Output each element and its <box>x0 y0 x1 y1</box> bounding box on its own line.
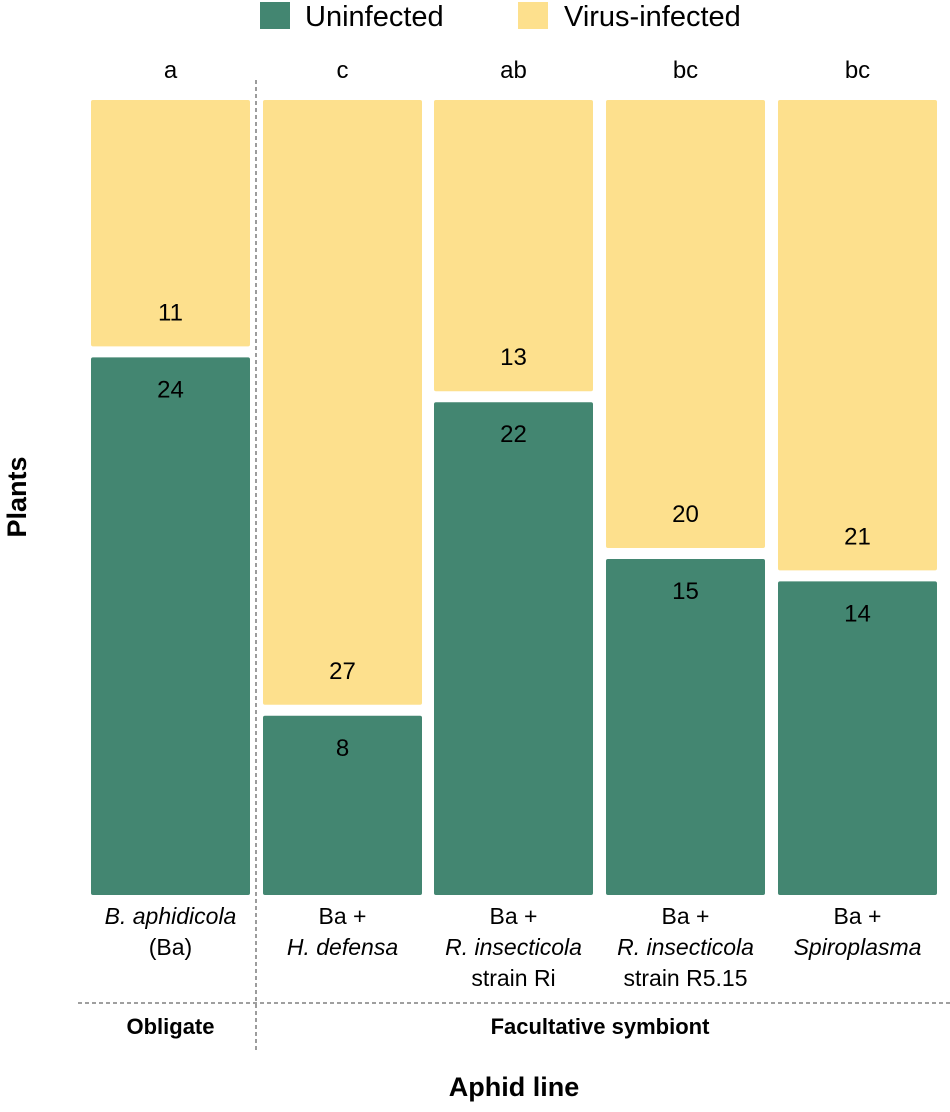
value-label-virus-infected-3: 20 <box>672 501 699 528</box>
y-axis-label: Plants <box>2 456 32 537</box>
value-label-uninfected-3: 15 <box>672 578 699 605</box>
value-label-virus-infected-4: 21 <box>844 523 871 550</box>
legend-swatch-1 <box>518 2 548 29</box>
category-label-2-line-0: Ba + <box>490 903 538 929</box>
category-label-3-line-2: strain R5.15 <box>623 965 747 991</box>
bar-uninfected-4 <box>778 581 937 895</box>
value-label-virus-infected-1: 27 <box>329 658 356 685</box>
value-label-virus-infected-0: 11 <box>158 299 183 326</box>
category-label-0-line-0: B. aphidicola <box>105 903 237 929</box>
labels: 11 24 a B. aphidicola (Ba) 27 8 c Ba + H. defensa… <box>105 57 922 1039</box>
value-label-uninfected-1: 8 <box>336 735 349 762</box>
category-label-3-line-0: Ba + <box>662 903 710 929</box>
category-label-4-line-1: Spiroplasma <box>794 934 922 960</box>
significance-letter-3: bc <box>673 57 698 84</box>
value-label-virus-infected-2: 13 <box>500 344 527 371</box>
value-label-uninfected-0: 24 <box>157 376 184 403</box>
category-label-1-line-1: H. defensa <box>287 934 398 960</box>
value-label-uninfected-4: 14 <box>844 600 871 627</box>
group-label-0: Obligate <box>126 1014 214 1039</box>
legend-swatch-0 <box>260 2 290 29</box>
bar-virus-infected-0 <box>91 100 250 347</box>
decorations <box>78 80 950 1050</box>
legend-label-1: Virus-infected <box>564 1 741 33</box>
bar-virus-infected-2 <box>434 100 593 392</box>
significance-letter-0: a <box>164 57 178 84</box>
significance-letter-1: c <box>337 57 349 84</box>
category-label-2-line-2: strain Ri <box>471 965 555 991</box>
category-label-2-line-1: R. insecticola <box>445 934 582 960</box>
bar-virus-infected-1 <box>263 100 422 705</box>
category-label-3-line-1: R. insecticola <box>617 934 754 960</box>
bar-uninfected-2 <box>434 402 593 895</box>
value-label-uninfected-2: 22 <box>500 421 527 448</box>
bar-uninfected-3 <box>606 559 765 895</box>
group-label-1: Facultative symbiont <box>491 1014 711 1039</box>
x-axis-label: Aphid line <box>449 1072 580 1102</box>
category-label-0-line-1: (Ba) <box>149 934 192 960</box>
significance-letter-2: ab <box>500 57 527 84</box>
category-label-1-line-0: Ba + <box>319 903 367 929</box>
significance-letter-4: bc <box>845 57 870 84</box>
legend: Uninfected Virus-infected <box>260 1 741 33</box>
bar-virus-infected-3 <box>606 100 765 548</box>
bar-uninfected-0 <box>91 357 250 895</box>
bar-virus-infected-4 <box>778 100 937 571</box>
legend-label-0: Uninfected <box>305 1 444 33</box>
category-label-4-line-0: Ba + <box>834 903 882 929</box>
bars <box>91 100 937 895</box>
bar-uninfected-1 <box>263 715 422 895</box>
